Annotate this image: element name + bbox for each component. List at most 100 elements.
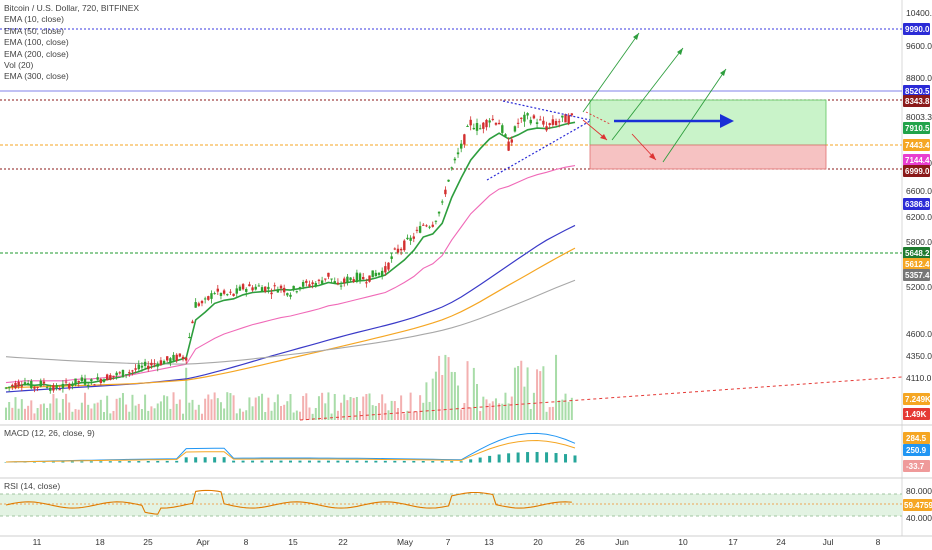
candle-body <box>200 301 204 304</box>
volume-bar <box>150 406 153 420</box>
macd-histogram-bar <box>213 457 217 463</box>
macd-histogram-bar <box>165 460 169 463</box>
price-tick-label: 9600.0 <box>906 41 932 51</box>
price-badge: 9990.0 <box>903 23 930 35</box>
candle-body <box>513 126 517 132</box>
candle-body <box>286 293 289 296</box>
svg-text:7144.4: 7144.4 <box>905 156 930 165</box>
volume-bar <box>453 372 456 420</box>
ema-series-line[interactable] <box>5 224 576 393</box>
candle-body <box>526 113 529 116</box>
volume-bar <box>406 410 409 420</box>
volume-bar <box>257 396 260 420</box>
volume-bar <box>39 404 42 420</box>
candle-body <box>131 370 134 372</box>
volume-bar <box>425 382 428 420</box>
triangle-upper[interactable] <box>502 100 591 121</box>
projection-arrows[interactable] <box>582 32 727 163</box>
volume-bar <box>8 402 11 420</box>
price-badge: 8520.5 <box>903 85 930 97</box>
legend-ema-10[interactable]: EMA (10, close) <box>4 14 64 25</box>
rsi-line[interactable] <box>5 489 572 515</box>
macd-histogram-bar <box>184 457 188 463</box>
volume-bar <box>491 401 494 420</box>
macd-histogram-bar <box>364 460 368 463</box>
price-tick-label: 6600.0 <box>906 186 932 196</box>
ema-series-line[interactable] <box>5 247 576 389</box>
legend-ema-300[interactable]: EMA (300, close) <box>4 71 69 82</box>
rsi-badge: 59.4759 <box>903 499 932 511</box>
candle-body <box>399 248 403 251</box>
macd-histogram-bar <box>146 460 150 463</box>
indicator-legend: Bitcoin / U.S. Dollar, 720, BITFINEX EMA… <box>4 3 139 83</box>
ema-series-line[interactable] <box>5 165 576 384</box>
svg-text:-33.7: -33.7 <box>906 462 925 471</box>
legend-ema-200[interactable]: EMA (200, close) <box>4 48 69 59</box>
candle-body <box>80 377 84 382</box>
candle-body <box>96 377 99 380</box>
rsi-label[interactable]: RSI (14, close) <box>4 481 61 491</box>
volume-bar <box>415 411 418 420</box>
candle-body <box>437 211 441 214</box>
macd-histogram-bar <box>336 460 340 463</box>
candle-body <box>564 114 567 123</box>
price-badge: 7.249K <box>903 393 931 405</box>
candle-body <box>191 321 194 324</box>
candle-body <box>532 115 536 119</box>
ema-series-line[interactable] <box>5 279 576 365</box>
macd-histogram-bar <box>203 457 207 463</box>
volume-bar <box>20 399 23 420</box>
volume-bar <box>156 403 159 420</box>
candle-body <box>169 358 172 363</box>
legend-vol-20[interactable]: Vol (20) <box>4 60 34 71</box>
candle-body <box>14 383 17 389</box>
volume-bar <box>23 408 26 420</box>
volume-bar <box>14 397 17 420</box>
volume-bar <box>93 403 96 420</box>
macd-histogram-bar <box>260 460 264 463</box>
blue-target-arrow[interactable] <box>614 114 734 128</box>
macd-label[interactable]: MACD (12, 26, close, 9) <box>4 428 95 438</box>
long-position-zone[interactable] <box>589 99 827 146</box>
candle-body <box>213 293 216 295</box>
short-position-zone[interactable] <box>589 144 827 170</box>
macd-histogram-bar <box>573 455 577 463</box>
volume-bar <box>390 400 393 420</box>
candle-body <box>115 372 118 376</box>
candle-body <box>425 225 428 227</box>
volume-bar <box>349 396 352 420</box>
svg-text:6999.0: 6999.0 <box>905 167 930 176</box>
time-tick-label: Jul <box>823 537 834 547</box>
macd-histogram-bar <box>383 460 387 463</box>
volume-bar <box>330 413 333 420</box>
volume-bar <box>191 399 194 420</box>
macd-signal-line[interactable] <box>5 439 576 463</box>
volume-bar <box>74 409 77 420</box>
volume-bar <box>504 392 507 420</box>
time-tick-label: 25 <box>143 537 153 547</box>
legend-ema-50[interactable]: EMA (50, close) <box>4 25 64 36</box>
ema-series-line[interactable] <box>5 121 576 389</box>
candle-body <box>428 226 431 228</box>
candle-body <box>61 383 65 389</box>
volume-bar <box>570 397 573 420</box>
candle-body <box>441 201 444 203</box>
candle-body <box>384 266 387 273</box>
candle-body <box>311 282 314 285</box>
candle-body <box>520 117 523 119</box>
volume-bar <box>523 386 526 420</box>
macd-histogram-bar <box>488 455 492 463</box>
macd-histogram-bar <box>241 460 245 463</box>
volume-trendline[interactable] <box>299 376 903 421</box>
volume-bar <box>476 384 479 420</box>
volume-bar <box>428 401 431 420</box>
time-tick-label: 26 <box>575 537 585 547</box>
candle-body <box>463 134 466 145</box>
macd-histogram-bar <box>526 452 530 463</box>
legend-ema-100[interactable]: EMA (100, close) <box>4 37 69 48</box>
time-tick-label: 11 <box>33 537 42 547</box>
price-tick-label: 10400.0 <box>906 8 932 18</box>
volume-bars <box>5 354 573 420</box>
